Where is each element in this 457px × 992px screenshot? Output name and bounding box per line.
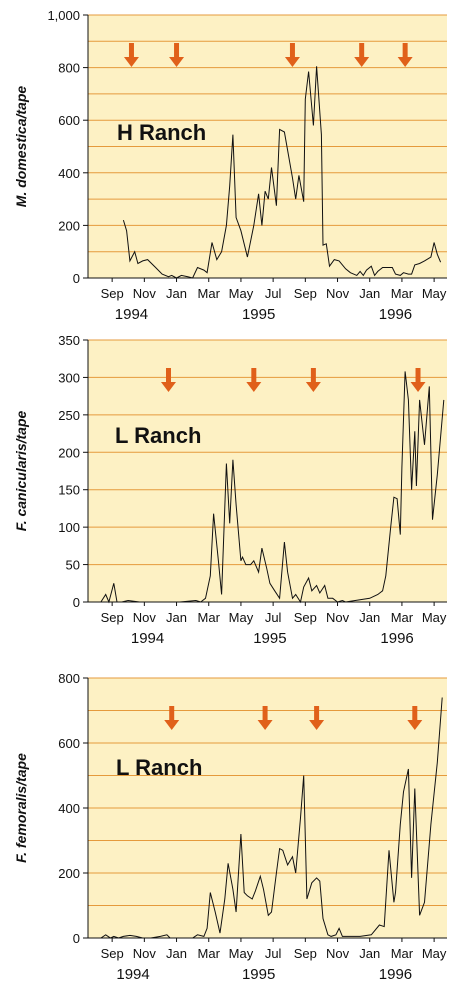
x-tick-label: Sep [294,286,317,301]
x-tick-label: Nov [133,946,157,961]
event-arrow [309,706,325,730]
x-tick-label: May [422,610,447,625]
year-label: 1996 [379,966,412,983]
y-tick-label: 300 [58,370,80,385]
y-tick-label: 350 [58,333,80,348]
x-tick-label: May [229,610,254,625]
x-tick-label: Jan [166,610,187,625]
x-tick-label: Mar [391,610,414,625]
x-tick-label: Jul [265,610,282,625]
year-label: 1995 [242,306,275,323]
data-line [100,697,443,939]
y-tick-label: 200 [58,866,80,881]
event-arrow [257,706,273,730]
x-tick-label: Mar [198,286,221,301]
event-arrow [160,368,176,392]
y-tick-label: 100 [58,520,80,535]
x-tick-label: May [229,946,254,961]
y-tick-label: 400 [58,166,80,181]
x-tick-label: Sep [101,286,124,301]
ranch-label: L Ranch [115,423,201,448]
x-tick-label: May [229,286,254,301]
y-tick-label: 150 [58,483,80,498]
x-tick-label: Nov [326,286,350,301]
event-arrow [397,43,413,67]
x-tick-label: Sep [101,946,124,961]
x-tick-label: Mar [198,946,221,961]
y-tick-label: 400 [58,801,80,816]
x-tick-label: Jan [359,610,380,625]
y-tick-label: 0 [73,271,80,286]
year-label: 1996 [379,306,412,323]
ranch-label: H Ranch [117,120,206,145]
y-axis-label: M. domestica/tape [13,86,29,208]
y-tick-label: 200 [58,445,80,460]
data-line [100,371,445,604]
event-arrow [123,43,139,67]
x-tick-label: Nov [133,286,157,301]
x-tick-label: Sep [294,946,317,961]
x-tick-label: Nov [133,610,157,625]
year-label: 1994 [115,306,148,323]
chart-panel: 0 50 100 150 200 250 300 350 Sep Nov Jan Mar May Jul S… [13,333,447,647]
year-label: 1995 [253,630,286,647]
x-tick-label: Jul [265,946,282,961]
year-label: 1994 [131,630,164,647]
x-tick-label: May [422,286,447,301]
event-arrow [407,706,423,730]
year-label: 1994 [116,966,149,983]
y-tick-label: 600 [58,113,80,128]
plot-background [88,340,447,602]
y-tick-label: 800 [58,61,80,76]
event-arrow [164,706,180,730]
x-tick-label: Sep [294,610,317,625]
x-tick-label: Jan [166,946,187,961]
data-line [122,66,442,279]
x-tick-label: Jan [166,286,187,301]
x-tick-label: Mar [391,286,414,301]
y-tick-label: 0 [73,931,80,946]
year-label: 1996 [380,630,413,647]
y-tick-label: 1,000 [47,8,80,23]
x-tick-label: Jan [359,286,380,301]
x-tick-label: Mar [391,946,414,961]
y-tick-label: 800 [58,671,80,686]
event-arrow [410,368,426,392]
chart-panel: 0 200 400 600 800 Sep Nov Jan Mar May Jul Sep Nov Jan… [13,671,447,983]
y-axis-label: F. femoralis/tape [13,753,29,863]
event-arrow [246,368,262,392]
y-tick-label: 200 [58,218,80,233]
x-tick-label: Sep [101,610,124,625]
x-tick-label: Nov [326,946,350,961]
year-label: 1995 [242,966,275,983]
y-axis-label: F. canicularis/tape [13,410,29,531]
y-tick-label: 600 [58,736,80,751]
x-tick-label: Nov [326,610,350,625]
x-tick-label: Jul [265,286,282,301]
ranch-label: L Ranch [116,755,202,780]
y-tick-label: 50 [66,558,80,573]
x-tick-label: Jan [359,946,380,961]
event-arrow [305,368,321,392]
chart-panel: 0 200 400 600 800 1,000 Sep Nov Jan Mar May Jul Sep N… [13,8,447,323]
event-arrow [354,43,370,67]
event-arrow [284,43,300,67]
y-tick-label: 0 [73,595,80,610]
event-arrow [169,43,185,67]
y-tick-label: 250 [58,408,80,423]
x-tick-label: May [422,946,447,961]
x-tick-label: Mar [198,610,221,625]
